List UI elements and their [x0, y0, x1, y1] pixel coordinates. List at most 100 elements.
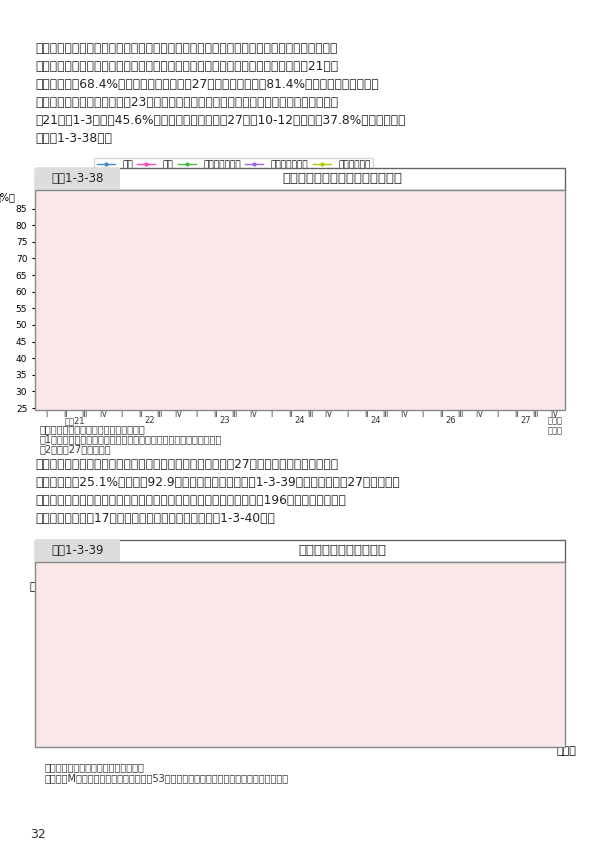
総合 — [456, 307, 464, 317]
総合 — [174, 329, 181, 339]
総合 — [418, 286, 425, 296]
リゾートホテル — [418, 328, 425, 338]
リゾートホテル — [325, 324, 332, 334]
旅館 — [475, 380, 482, 390]
Text: Ⅳ: Ⅳ — [550, 410, 557, 418]
Text: Ⅰ: Ⅰ — [496, 410, 499, 418]
シティホテル — [381, 244, 388, 254]
シティホテル — [174, 237, 181, 247]
リゾートホテル — [193, 263, 201, 273]
リゾートホテル — [512, 368, 519, 378]
総合 — [494, 282, 501, 292]
旅館 — [212, 334, 219, 344]
Text: 24: 24 — [370, 416, 380, 425]
総合 — [475, 305, 482, 315]
Text: Ⅲ: Ⅲ — [307, 410, 312, 418]
シティホテル — [212, 245, 219, 255]
総合 — [80, 314, 87, 324]
シティホテル — [287, 239, 294, 249]
シティホテル — [418, 234, 425, 244]
総合 — [550, 298, 557, 308]
Text: 第一四半期に68.4%であった稼働率が平成27年の第四半期には81.4%にまで上昇している。: 第一四半期に68.4%であった稼働率が平成27年の第四半期には81.4%にまで上… — [35, 78, 379, 91]
ビジネスホテル — [437, 216, 444, 226]
Text: 注1：宿泊目的割合不詳及び宿泊施設タイプ不詳及び簡易宿所を含む: 注1：宿泊目的割合不詳及び宿泊施設タイプ不詳及び簡易宿所を含む — [40, 434, 223, 444]
旅館 — [325, 341, 332, 351]
Text: Ⅰ: Ⅰ — [271, 410, 273, 418]
Line: リゾートホテル: リゾートホテル — [45, 248, 555, 377]
旅館 — [362, 368, 369, 378]
Text: Ⅲ: Ⅲ — [82, 410, 87, 418]
ビジネスホテル — [62, 274, 69, 284]
Text: 32: 32 — [30, 828, 46, 841]
旅館 — [400, 377, 407, 387]
シティホテル — [362, 226, 369, 237]
リゾートホテル — [494, 353, 501, 363]
シティホテル — [43, 265, 50, 275]
シティホテル — [62, 258, 69, 269]
シティホテル — [325, 255, 332, 265]
シティホテル — [512, 221, 519, 231]
総合 — [400, 315, 407, 325]
Text: Ⅰ: Ⅰ — [45, 410, 48, 418]
Text: （図表1-3-38）。: （図表1-3-38）。 — [35, 132, 112, 145]
シティホテル — [118, 250, 125, 260]
Text: トによる物件取得が相次いだこと等から，既存ホテル等の売買件数は196件と，昨年の２倍: トによる物件取得が相次いだこと等から，既存ホテル等の売買件数は196件と，昨年の… — [35, 494, 346, 507]
Text: シティホテル）の客室稼働率は上昇傾向にあり，特にシティホテルについては平成21年の: シティホテル）の客室稼働率は上昇傾向にあり，特にシティホテルについては平成21年… — [35, 60, 338, 73]
シティホテル — [137, 248, 144, 258]
総合 — [437, 291, 444, 301]
Text: （%）: （%） — [0, 192, 16, 202]
旅館 — [381, 364, 388, 374]
ビジネスホテル — [118, 254, 125, 264]
ビジネスホテル — [343, 252, 350, 262]
リゾートホテル — [456, 319, 464, 329]
総合 — [118, 277, 125, 287]
Line: シティホテル: シティホテル — [45, 195, 555, 293]
ビジネスホテル — [456, 282, 464, 292]
Bar — [258, 661, 299, 729]
リゾートホテル — [362, 274, 369, 285]
Text: （年）: （年） — [556, 746, 576, 756]
旅館 — [43, 334, 50, 344]
Text: Ⅱ: Ⅱ — [63, 410, 67, 418]
ビジネスホテル — [193, 243, 201, 253]
総合 — [362, 299, 369, 309]
Text: 27: 27 — [520, 416, 531, 425]
旅館 — [99, 354, 107, 364]
Text: こうしたホテルを中心とする需要の高まりを受けて，平成27年の宿泊施設の建築着工面: こうしたホテルを中心とする需要の高まりを受けて，平成27年の宿泊施設の建築着工面 — [35, 458, 338, 471]
総合 — [381, 303, 388, 313]
総合 — [531, 290, 538, 301]
リゾートホテル — [343, 264, 350, 274]
総合 — [231, 308, 238, 318]
ビジネスホテル — [287, 208, 294, 218]
リゾートホテル — [155, 280, 162, 290]
ビジネスホテル — [268, 261, 275, 271]
シティホテル — [343, 223, 350, 233]
Text: Ⅱ: Ⅱ — [439, 410, 443, 418]
Text: Ⅱ: Ⅱ — [289, 410, 293, 418]
Text: Ⅳ: Ⅳ — [325, 410, 331, 418]
リゾートホテル — [80, 265, 87, 275]
ビジネスホテル — [80, 286, 87, 296]
総合 — [155, 316, 162, 326]
リゾートホテル — [174, 284, 181, 294]
Bar — [409, 631, 450, 729]
シティホテル — [475, 219, 482, 229]
Bar — [484, 606, 526, 729]
シティホテル — [268, 234, 275, 244]
シティホテル — [306, 252, 313, 262]
シティホテル — [550, 216, 557, 226]
リゾートホテル — [437, 328, 444, 338]
シティホテル — [99, 286, 107, 296]
Text: 26: 26 — [445, 416, 456, 425]
リゾートホテル — [249, 288, 256, 298]
総合 — [43, 294, 50, 304]
Text: Ⅱ: Ⅱ — [514, 410, 518, 418]
Text: Ⅰ: Ⅰ — [196, 410, 198, 418]
リゾートホテル — [118, 250, 125, 260]
ビジネスホテル — [43, 266, 50, 276]
旅館 — [306, 353, 313, 363]
ビジネスホテル — [325, 251, 332, 261]
ビジネスホテル — [306, 274, 313, 285]
旅館 — [456, 375, 464, 385]
リゾートホテル — [99, 270, 107, 280]
